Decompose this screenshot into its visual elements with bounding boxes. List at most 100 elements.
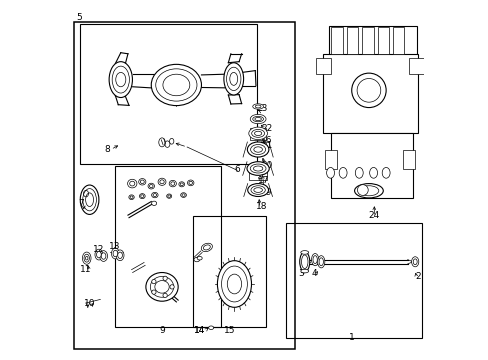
Text: 17: 17 [257, 176, 269, 185]
Ellipse shape [179, 182, 184, 187]
Ellipse shape [159, 138, 165, 147]
Ellipse shape [203, 245, 210, 250]
Ellipse shape [252, 116, 263, 122]
Text: 9: 9 [159, 326, 164, 335]
Bar [74, 22, 294, 348]
Ellipse shape [248, 127, 267, 140]
Text: 19: 19 [261, 188, 272, 197]
Ellipse shape [300, 251, 308, 254]
Ellipse shape [100, 251, 107, 261]
Ellipse shape [369, 167, 377, 178]
Text: 6: 6 [234, 165, 240, 174]
Ellipse shape [82, 189, 96, 211]
Ellipse shape [299, 252, 309, 272]
Bar [330, 27, 342, 54]
Ellipse shape [151, 192, 158, 198]
Ellipse shape [169, 180, 176, 187]
Ellipse shape [85, 256, 88, 260]
Ellipse shape [127, 179, 137, 188]
Ellipse shape [252, 104, 263, 109]
Ellipse shape [411, 257, 418, 267]
Ellipse shape [250, 144, 265, 154]
Bar [328, 26, 416, 105]
Ellipse shape [250, 164, 265, 173]
Bar [362, 27, 373, 54]
Text: 1: 1 [348, 333, 354, 342]
Ellipse shape [101, 253, 106, 259]
Ellipse shape [382, 167, 389, 178]
Ellipse shape [412, 259, 416, 265]
Text: 14: 14 [194, 326, 205, 335]
Ellipse shape [311, 253, 318, 266]
Ellipse shape [112, 66, 129, 93]
Ellipse shape [118, 252, 122, 258]
Ellipse shape [227, 274, 241, 294]
Ellipse shape [167, 195, 170, 197]
Text: 20: 20 [261, 161, 272, 170]
Ellipse shape [180, 183, 183, 186]
Ellipse shape [194, 257, 199, 262]
Ellipse shape [155, 69, 197, 101]
Text: 5: 5 [77, 13, 82, 22]
Ellipse shape [251, 130, 264, 137]
Ellipse shape [355, 167, 363, 178]
Ellipse shape [180, 193, 186, 197]
Ellipse shape [170, 182, 174, 185]
Ellipse shape [148, 183, 154, 189]
Ellipse shape [129, 181, 135, 186]
Ellipse shape [96, 251, 101, 258]
Circle shape [356, 78, 380, 102]
Ellipse shape [201, 243, 212, 252]
Ellipse shape [187, 180, 194, 186]
Ellipse shape [208, 326, 213, 329]
Ellipse shape [149, 185, 153, 188]
Ellipse shape [301, 255, 307, 269]
Ellipse shape [85, 193, 93, 207]
Ellipse shape [84, 254, 89, 262]
Circle shape [151, 279, 156, 284]
Ellipse shape [300, 269, 308, 273]
Text: 18: 18 [255, 202, 267, 211]
Ellipse shape [317, 256, 324, 268]
Ellipse shape [116, 72, 125, 87]
Ellipse shape [151, 201, 156, 206]
Ellipse shape [169, 138, 174, 144]
Ellipse shape [354, 184, 383, 198]
Text: 4: 4 [311, 269, 317, 278]
Ellipse shape [95, 249, 102, 260]
Bar [392, 27, 404, 54]
Bar [192, 216, 265, 327]
Circle shape [169, 285, 174, 289]
Text: 16: 16 [261, 136, 272, 145]
Ellipse shape [312, 256, 317, 264]
Ellipse shape [250, 186, 265, 194]
Circle shape [163, 293, 167, 298]
Ellipse shape [111, 248, 119, 259]
Ellipse shape [255, 105, 261, 108]
Bar [285, 223, 421, 338]
Ellipse shape [224, 63, 243, 95]
Ellipse shape [160, 180, 164, 184]
Ellipse shape [182, 194, 185, 196]
Bar [323, 54, 418, 134]
Bar [377, 27, 388, 54]
Bar [115, 166, 221, 327]
Text: 7: 7 [78, 199, 83, 208]
Ellipse shape [229, 72, 237, 85]
Ellipse shape [113, 250, 118, 257]
Ellipse shape [188, 181, 192, 184]
Ellipse shape [158, 178, 165, 185]
Bar [402, 149, 414, 169]
Ellipse shape [246, 162, 269, 175]
Circle shape [151, 290, 156, 294]
Ellipse shape [164, 141, 169, 147]
Bar [250, 128, 265, 140]
Circle shape [163, 276, 167, 280]
Ellipse shape [339, 167, 346, 178]
Ellipse shape [217, 261, 251, 307]
Ellipse shape [130, 196, 133, 198]
Ellipse shape [150, 276, 173, 297]
Ellipse shape [254, 131, 261, 135]
Ellipse shape [326, 167, 334, 178]
Ellipse shape [82, 252, 91, 264]
